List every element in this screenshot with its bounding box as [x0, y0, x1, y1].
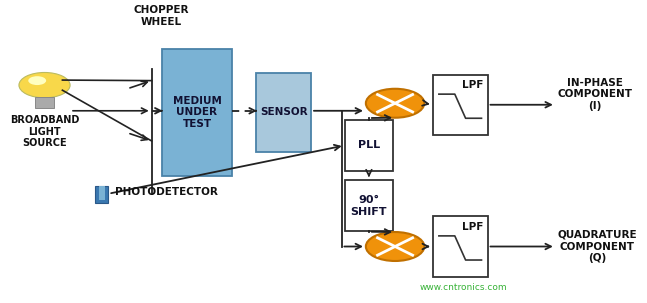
Text: LPF: LPF — [461, 222, 483, 232]
Bar — [95, 186, 109, 203]
Bar — [99, 186, 105, 200]
Bar — [433, 216, 488, 277]
Text: PHOTODETECTOR: PHOTODETECTOR — [115, 187, 217, 197]
Bar — [433, 75, 488, 135]
Circle shape — [19, 72, 70, 98]
Bar — [256, 73, 311, 152]
Text: PLL: PLL — [358, 141, 380, 151]
Circle shape — [366, 89, 424, 118]
Circle shape — [28, 76, 46, 85]
Text: CHOPPER
WHEEL: CHOPPER WHEEL — [133, 5, 188, 27]
Text: QUADRATURE
COMPONENT
(Q): QUADRATURE COMPONENT (Q) — [558, 230, 637, 263]
Bar — [162, 49, 232, 176]
Bar — [345, 180, 393, 231]
Text: BROADBAND
LIGHT
SOURCE: BROADBAND LIGHT SOURCE — [10, 115, 79, 148]
Bar — [35, 97, 54, 108]
Text: IN-PHASE
COMPONENT
(I): IN-PHASE COMPONENT (I) — [558, 78, 633, 111]
Circle shape — [366, 232, 424, 261]
Text: SENSOR: SENSOR — [260, 107, 307, 117]
Text: www.cntronics.com: www.cntronics.com — [419, 283, 507, 292]
Text: MEDIUM
UNDER
TEST: MEDIUM UNDER TEST — [173, 96, 221, 129]
Bar — [345, 120, 393, 171]
Text: 90°
SHIFT: 90° SHIFT — [351, 195, 387, 217]
Text: LPF: LPF — [461, 81, 483, 91]
